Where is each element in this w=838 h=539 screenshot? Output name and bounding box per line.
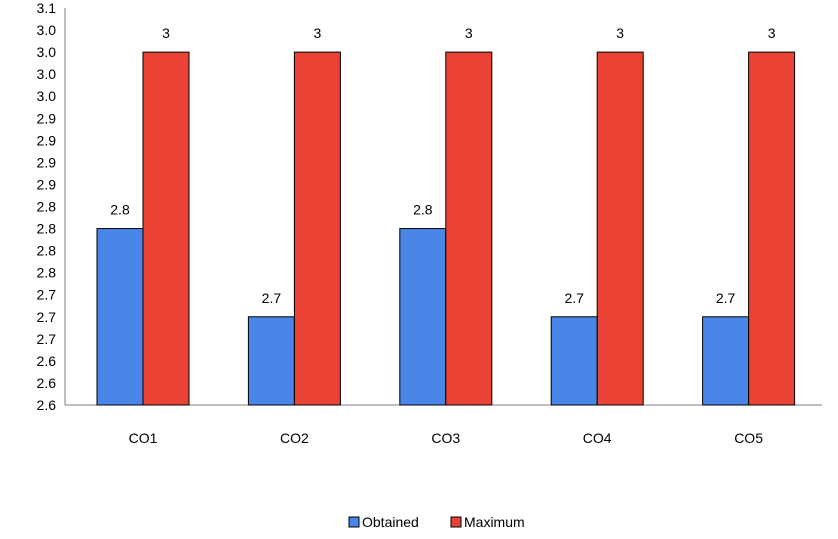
bar-maximum-co3 bbox=[445, 51, 493, 406]
legend-swatch-obtained bbox=[348, 516, 360, 528]
y-tick-label: 2.9 bbox=[37, 132, 57, 148]
y-tick-label: 2.6 bbox=[37, 375, 57, 391]
y-tick-label: 2.6 bbox=[37, 397, 57, 413]
y-tick-label: 2.9 bbox=[37, 110, 57, 126]
data-label-obtained: 2.8 bbox=[110, 202, 130, 218]
bar-maximum-co5 bbox=[748, 51, 796, 406]
y-tick-label: 3.1 bbox=[37, 0, 57, 16]
y-axis: 2.6 2.6 2.6 2.7 2.7 2.7 2.8 2.8 2.8 2.8 2.9 2.9 2.9 2… bbox=[37, 0, 822, 413]
legend-swatch-maximum bbox=[450, 516, 462, 528]
data-label-obtained: 2.7 bbox=[564, 290, 584, 306]
data-label-maximum: 3 bbox=[465, 25, 473, 41]
legend-label-obtained: Obtained bbox=[362, 514, 419, 530]
y-tick-label: 3.0 bbox=[37, 22, 57, 38]
y-tick-label: 3.0 bbox=[37, 44, 57, 60]
x-category-label: CO2 bbox=[280, 430, 309, 446]
bar-maximum-co4 bbox=[596, 51, 644, 406]
y-tick-label: 2.8 bbox=[37, 199, 57, 215]
y-tick-label: 2.6 bbox=[37, 353, 57, 369]
data-label-obtained: 2.8 bbox=[413, 202, 433, 218]
x-category-label: CO4 bbox=[583, 430, 612, 446]
y-tick-label: 2.7 bbox=[37, 309, 57, 325]
bar-obtained-co5 bbox=[702, 316, 750, 406]
bar-maximum-co2 bbox=[293, 51, 341, 406]
y-tick-label: 2.7 bbox=[37, 287, 57, 303]
bar-maximum-co1 bbox=[142, 51, 190, 406]
y-tick-label: 2.8 bbox=[37, 243, 57, 259]
legend: Obtained Maximum bbox=[348, 514, 525, 530]
bar-obtained-co2 bbox=[247, 316, 295, 406]
bars: 2.8 3 2.7 3 2.8 3 2.7 3 2.7 3 bbox=[96, 25, 796, 406]
y-tick-label: 2.9 bbox=[37, 176, 57, 192]
data-label-maximum: 3 bbox=[314, 25, 322, 41]
y-tick-label: 3.0 bbox=[37, 66, 57, 82]
bar-obtained-co3 bbox=[399, 228, 447, 406]
bar-obtained-co4 bbox=[550, 316, 598, 406]
x-category-label: CO3 bbox=[431, 430, 460, 446]
category-labels: CO1 CO2 CO3 CO4 CO5 bbox=[129, 430, 764, 446]
y-tick-label: 2.8 bbox=[37, 265, 57, 281]
x-category-label: CO1 bbox=[129, 430, 158, 446]
bar-obtained-co1 bbox=[96, 228, 144, 406]
y-tick-label: 3.0 bbox=[37, 88, 57, 104]
x-category-label: CO5 bbox=[734, 430, 763, 446]
data-label-maximum: 3 bbox=[162, 25, 170, 41]
data-label-obtained: 2.7 bbox=[262, 290, 282, 306]
data-label-maximum: 3 bbox=[768, 25, 776, 41]
legend-label-maximum: Maximum bbox=[464, 514, 525, 530]
data-label-obtained: 2.7 bbox=[716, 290, 736, 306]
y-tick-label: 2.8 bbox=[37, 221, 57, 237]
y-tick-label: 2.9 bbox=[37, 154, 57, 170]
data-label-maximum: 3 bbox=[616, 25, 624, 41]
y-tick-label: 2.7 bbox=[37, 331, 57, 347]
